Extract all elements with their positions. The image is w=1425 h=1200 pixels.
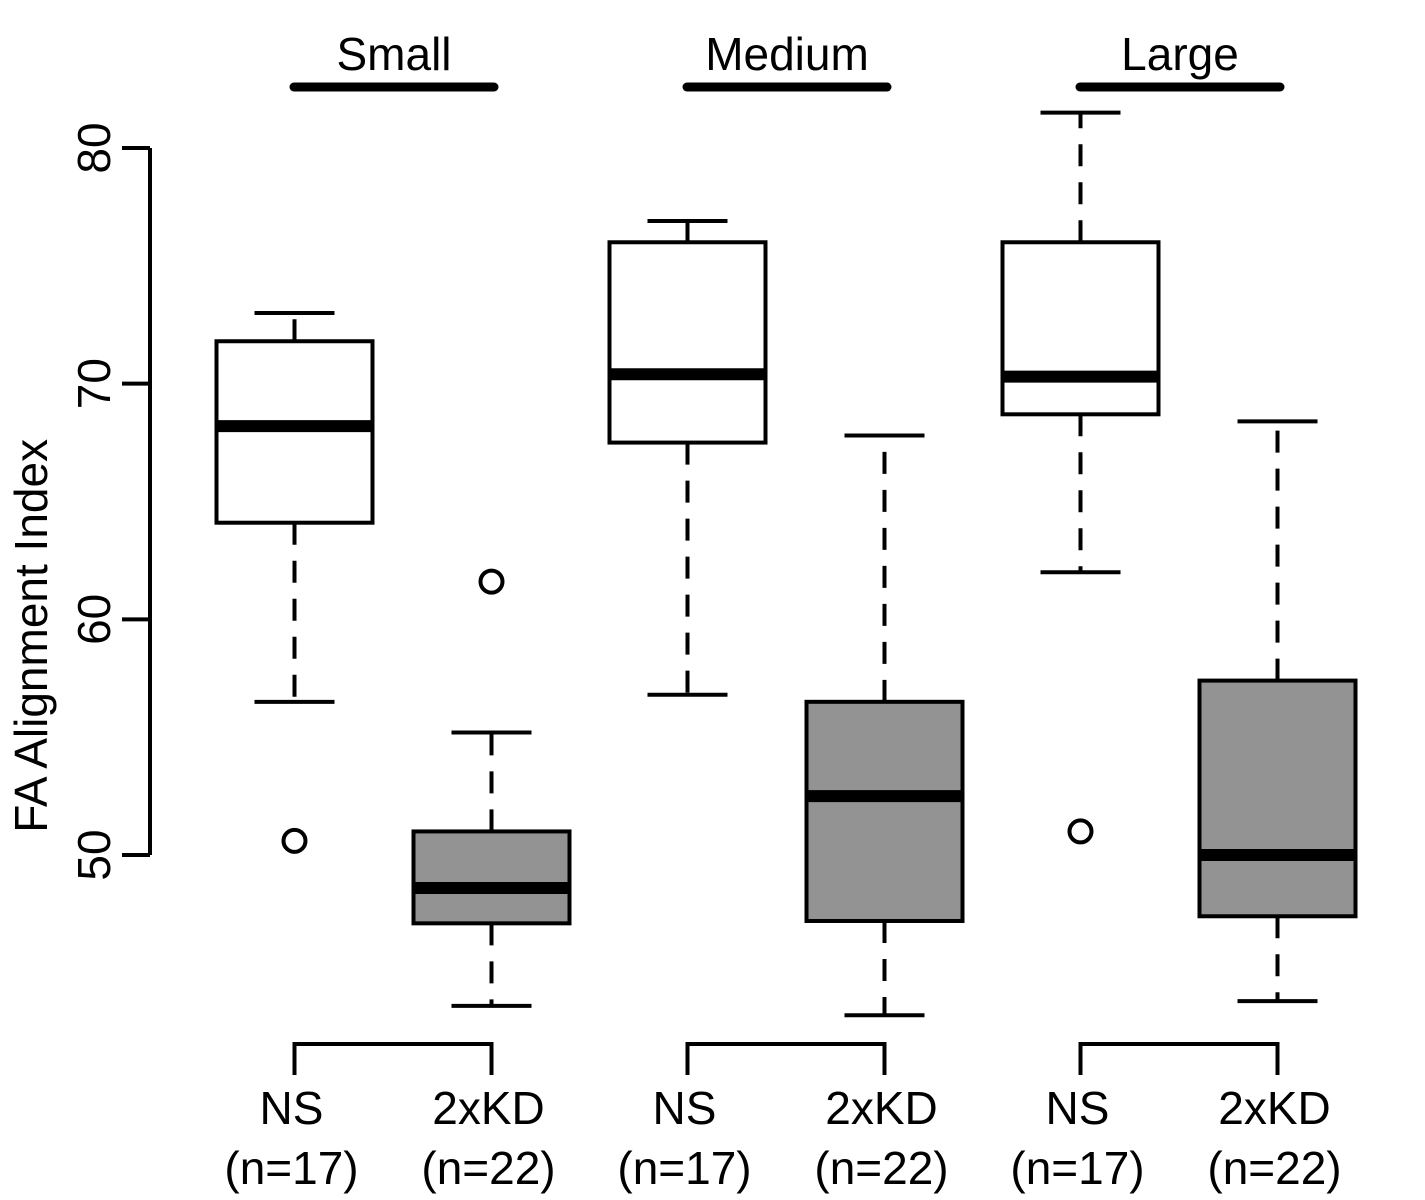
category-label: 2xKD — [432, 1082, 544, 1134]
group-large: Large NS (n=17) 2xKD (n=22) — [1000, 28, 1358, 1194]
outlier-point — [478, 568, 505, 595]
group-title: Medium — [705, 28, 869, 80]
y-tick-label: 50 — [68, 829, 120, 880]
group-bracket — [292, 1042, 494, 1075]
sample-size-label: (n=22) — [421, 1142, 555, 1194]
box-2xkd: 2xKD (n=22) — [804, 433, 965, 1194]
y-tick-label: 80 — [68, 122, 120, 173]
sample-size-label: (n=17) — [1010, 1142, 1144, 1194]
box-2xkd: 2xKD (n=22) — [411, 568, 572, 1194]
category-label: NS — [1046, 1082, 1110, 1134]
box-ns: NS (n=17) — [214, 310, 375, 1194]
category-label: 2xKD — [1218, 1082, 1330, 1134]
box-ns: NS (n=17) — [607, 219, 768, 1194]
group-small: Small NS (n=17) 2xKD (n=22) — [214, 28, 572, 1194]
box-ns: NS (n=17) — [1000, 110, 1161, 1194]
y-axis-label: FA Alignment Index — [5, 439, 57, 833]
iqr-box — [804, 699, 965, 923]
sample-size-label: (n=22) — [814, 1142, 948, 1194]
y-axis: 50 60 70 80 — [68, 122, 152, 881]
category-label: 2xKD — [825, 1082, 937, 1134]
category-label: NS — [653, 1082, 717, 1134]
group-bracket — [685, 1042, 887, 1075]
sample-size-label: (n=17) — [224, 1142, 358, 1194]
category-label: NS — [260, 1082, 324, 1134]
y-tick-label: 60 — [68, 594, 120, 645]
box-2xkd: 2xKD (n=22) — [1197, 419, 1358, 1194]
iqr-box — [1000, 240, 1161, 417]
box-groups: Small NS (n=17) 2xKD (n=22) Medium NS (n=17) 2xK… — [214, 28, 1358, 1194]
y-tick-label: 70 — [68, 358, 120, 409]
iqr-box — [607, 240, 768, 445]
group-title: Small — [336, 28, 451, 80]
sample-size-label: (n=22) — [1207, 1142, 1341, 1194]
iqr-box — [411, 829, 572, 926]
outlier-point — [1067, 818, 1094, 845]
group-title: Large — [1121, 28, 1239, 80]
iqr-box — [1197, 678, 1358, 919]
group-medium: Medium NS (n=17) 2xKD (n=22) — [607, 28, 965, 1194]
sample-size-label: (n=17) — [617, 1142, 751, 1194]
outlier-point — [281, 827, 308, 854]
group-bracket — [1078, 1042, 1280, 1075]
